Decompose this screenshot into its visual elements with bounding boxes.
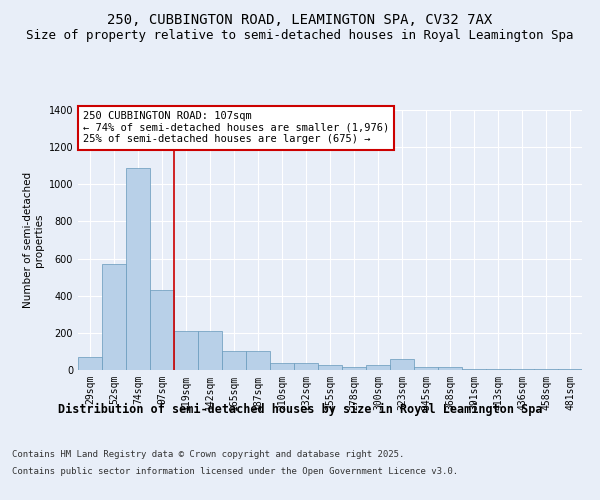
Bar (510, 369, 534, 370)
Bar (126, 168, 150, 370)
Bar (486, 369, 510, 370)
Bar (270, 362, 294, 370)
Bar (366, 366, 390, 370)
Text: Contains public sector information licensed under the Open Government Licence v3: Contains public sector information licen… (12, 468, 458, 476)
Bar (198, 331, 222, 370)
Bar (102, 264, 126, 370)
Bar (318, 366, 342, 370)
Bar (294, 363, 318, 370)
Bar (414, 367, 438, 370)
Bar (390, 359, 414, 370)
Text: Distribution of semi-detached houses by size in Royal Leamington Spa: Distribution of semi-detached houses by … (58, 402, 542, 415)
Bar (174, 331, 198, 370)
Bar (342, 367, 366, 370)
Text: Contains HM Land Registry data © Crown copyright and database right 2025.: Contains HM Land Registry data © Crown c… (12, 450, 404, 459)
Bar (438, 367, 462, 370)
Bar (222, 350, 246, 370)
Bar (246, 350, 270, 370)
Text: Size of property relative to semi-detached houses in Royal Leamington Spa: Size of property relative to semi-detach… (26, 29, 574, 42)
Bar (150, 290, 174, 370)
Bar (534, 369, 558, 370)
Text: 250 CUBBINGTON ROAD: 107sqm
← 74% of semi-detached houses are smaller (1,976)
25: 250 CUBBINGTON ROAD: 107sqm ← 74% of sem… (83, 112, 389, 144)
Bar (78, 357, 102, 370)
Text: 250, CUBBINGTON ROAD, LEAMINGTON SPA, CV32 7AX: 250, CUBBINGTON ROAD, LEAMINGTON SPA, CV… (107, 12, 493, 26)
Y-axis label: Number of semi-detached
properties: Number of semi-detached properties (23, 172, 44, 308)
Bar (462, 369, 486, 370)
